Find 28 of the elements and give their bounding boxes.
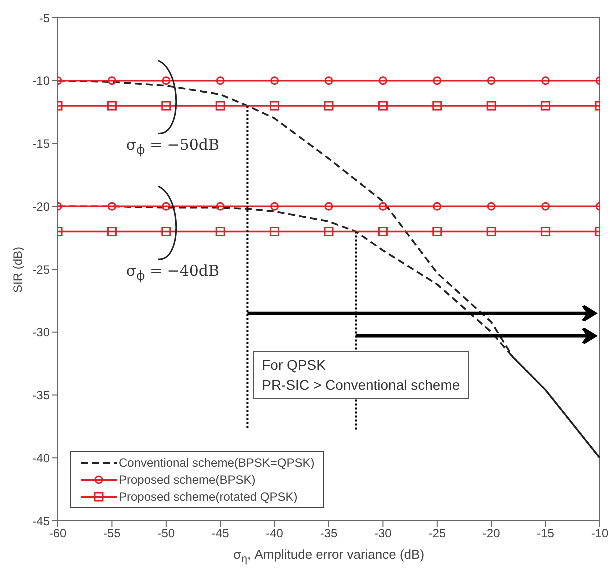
y-tick-label: -15 xyxy=(32,137,50,152)
x-tick-label: -55 xyxy=(104,526,122,541)
y-tick-label: -10 xyxy=(32,74,50,88)
y-tick-label: -30 xyxy=(32,326,50,340)
x-tick-label: -50 xyxy=(158,526,176,541)
y-tick-label: -25 xyxy=(32,262,50,277)
y-tick-label: -20 xyxy=(32,200,50,214)
annotation: σ$_{ϕ}$ = −50dB xyxy=(126,136,220,158)
x-tick-label: -30 xyxy=(374,526,392,541)
annotation: σ$_{ϕ}$ = −40dB xyxy=(126,262,220,283)
x-tick-label: -10 xyxy=(591,526,609,541)
x-tick-label: -25 xyxy=(428,526,446,541)
y-axis-title: SIR (dB) xyxy=(11,246,25,292)
y-tick-label: -40 xyxy=(32,451,50,466)
y-tick-label: -5 xyxy=(39,11,50,26)
annotation: For QPSK PR-SIC > Conventional scheme xyxy=(262,357,460,394)
x-tick-label: -45 xyxy=(212,526,230,541)
legend-label: Proposed scheme(rotated QPSK) xyxy=(119,490,298,504)
x-tick-label: -40 xyxy=(266,526,284,541)
y-tick-label: -45 xyxy=(32,514,50,528)
y-tick-label: -35 xyxy=(32,388,50,403)
x-tick-label: -20 xyxy=(482,526,501,541)
legend-label: Conventional scheme(BPSK=QPSK) xyxy=(119,456,315,470)
x-tick-label: -15 xyxy=(537,526,555,541)
x-axis-title: σ$_{η}$, Amplitude error variance (dB) xyxy=(233,547,425,566)
legend-label: Proposed scheme(BPSK) xyxy=(119,472,256,486)
x-tick-label: -35 xyxy=(320,526,338,541)
x-tick-label: -60 xyxy=(49,526,67,541)
